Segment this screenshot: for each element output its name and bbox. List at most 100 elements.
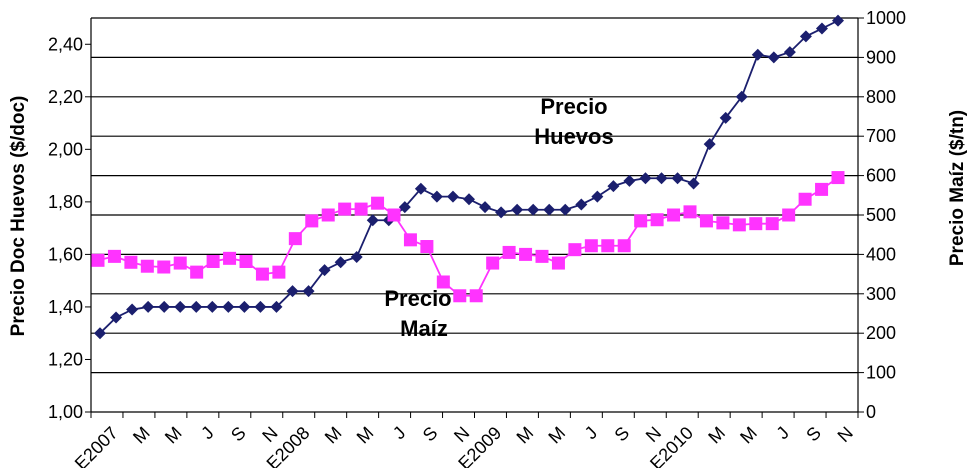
data-point — [601, 239, 615, 253]
data-point — [502, 245, 516, 259]
data-point — [414, 182, 427, 195]
right-tick-label: 500 — [866, 205, 896, 225]
data-point — [453, 289, 467, 303]
right-tick-label: 900 — [866, 47, 896, 67]
data-point — [716, 216, 730, 230]
right-axis-ticks: 0 100 200 300 400 500 600 700 800 900 1000 — [858, 8, 906, 422]
data-point — [591, 190, 604, 203]
data-point — [446, 190, 459, 203]
data-point — [288, 232, 302, 246]
data-point — [270, 300, 283, 313]
data-point — [815, 182, 829, 196]
data-point — [511, 203, 524, 216]
right-tick-label: 700 — [866, 126, 896, 146]
data-point — [334, 256, 347, 269]
series-precio-huevos — [94, 14, 844, 340]
data-point — [699, 214, 713, 228]
left-tick-label: 2,40 — [48, 34, 83, 54]
data-point — [124, 255, 138, 269]
data-point — [305, 214, 319, 228]
annotation-huevos-line2: Huevos — [534, 124, 613, 149]
right-tick-label: 600 — [866, 166, 896, 186]
data-point — [765, 217, 779, 231]
data-point — [782, 208, 796, 222]
series-line — [97, 176, 839, 297]
data-point — [551, 256, 565, 270]
annotation-maiz-line1: Precio — [384, 286, 451, 311]
data-point — [767, 51, 780, 64]
data-point — [436, 275, 450, 289]
data-point — [519, 247, 533, 261]
data-point — [479, 201, 492, 214]
data-point — [157, 260, 171, 274]
data-point — [783, 46, 796, 59]
data-point — [495, 206, 508, 219]
right-tick-label: 1000 — [866, 8, 906, 28]
data-point — [568, 243, 582, 257]
data-point — [107, 249, 121, 263]
data-point — [575, 198, 588, 211]
data-point — [650, 213, 664, 227]
right-tick-label: 400 — [866, 244, 896, 264]
data-point — [815, 22, 828, 35]
data-point — [206, 254, 220, 268]
data-point — [398, 201, 411, 214]
data-point — [420, 240, 434, 254]
annotation-huevos-line1: Precio — [540, 94, 607, 119]
left-axis-title: Precio Doc Huevos ($/doc) — [8, 96, 29, 337]
left-tick-label: 1,00 — [48, 402, 83, 422]
data-point — [527, 203, 540, 216]
data-point — [535, 249, 549, 263]
left-tick-label: 2,20 — [48, 87, 83, 107]
data-point — [223, 251, 237, 265]
data-point — [667, 208, 681, 222]
data-point — [366, 214, 379, 227]
data-point — [190, 300, 203, 313]
data-point — [321, 208, 335, 222]
right-tick-label: 300 — [866, 284, 896, 304]
data-point — [238, 300, 251, 313]
data-point — [110, 311, 123, 324]
left-tick-label: 1,60 — [48, 244, 83, 264]
data-point — [354, 202, 368, 216]
data-point — [486, 256, 500, 270]
data-point — [617, 239, 631, 253]
data-point — [255, 267, 269, 281]
data-point — [286, 285, 299, 298]
data-point — [671, 172, 684, 185]
data-point — [174, 300, 187, 313]
left-tick-label: 1,40 — [48, 297, 83, 317]
data-point — [584, 239, 598, 253]
data-point — [222, 300, 235, 313]
data-point — [831, 171, 845, 185]
right-tick-label: 800 — [866, 87, 896, 107]
data-point — [749, 217, 763, 231]
left-axis-ticks: 1,00 1,20 1,40 1,60 1,80 2,00 2,20 2,40 — [48, 34, 91, 422]
data-point — [239, 254, 253, 268]
data-point — [719, 111, 732, 124]
right-tick-label: 200 — [866, 323, 896, 343]
axes — [90, 18, 859, 413]
left-tick-label: 1,80 — [48, 192, 83, 212]
data-point — [190, 265, 204, 279]
data-point — [543, 203, 556, 216]
series-precio-maiz — [91, 171, 845, 303]
data-point — [732, 218, 746, 232]
data-point — [623, 174, 636, 187]
data-point — [703, 138, 716, 151]
data-point — [126, 303, 139, 316]
right-tick-label: 100 — [866, 363, 896, 383]
data-point — [140, 259, 154, 273]
data-point — [607, 180, 620, 193]
annotation-maiz-line2: Maíz — [400, 316, 448, 341]
left-tick-label: 1,20 — [48, 349, 83, 369]
data-point — [302, 285, 315, 298]
data-point — [206, 300, 219, 313]
data-point — [318, 264, 331, 277]
left-tick-label: 2,00 — [48, 139, 83, 159]
data-point — [559, 203, 572, 216]
data-point — [687, 177, 700, 190]
data-point — [387, 208, 401, 222]
